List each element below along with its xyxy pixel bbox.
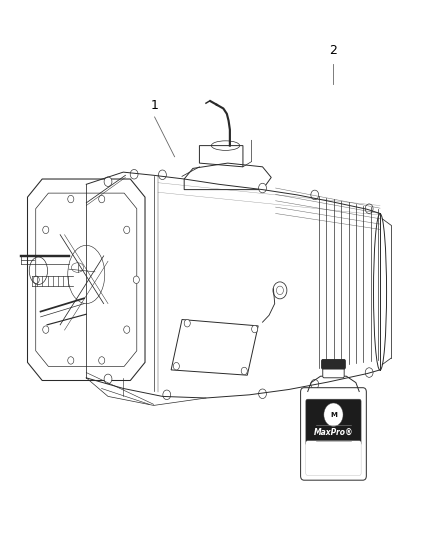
Circle shape [273,282,287,299]
FancyBboxPatch shape [306,441,361,475]
Circle shape [365,204,373,214]
Circle shape [184,319,190,327]
Circle shape [99,196,105,203]
Circle shape [43,326,49,333]
FancyBboxPatch shape [300,387,366,480]
Circle shape [252,325,258,333]
Text: M: M [330,411,337,418]
Circle shape [124,226,130,233]
Circle shape [163,390,171,400]
Circle shape [68,196,74,203]
FancyBboxPatch shape [306,399,361,446]
FancyBboxPatch shape [321,359,345,369]
Text: MaxPro®: MaxPro® [314,429,353,437]
Circle shape [133,276,139,284]
Circle shape [311,379,319,389]
Circle shape [159,170,166,180]
Text: 1: 1 [151,99,159,112]
Circle shape [173,362,180,370]
Circle shape [104,177,112,187]
Circle shape [258,183,266,193]
Circle shape [365,368,373,377]
Circle shape [311,190,319,200]
Circle shape [241,367,247,375]
Circle shape [43,226,49,233]
Circle shape [99,357,105,364]
Circle shape [33,276,39,284]
Text: 2: 2 [329,44,337,57]
Circle shape [258,389,266,399]
FancyBboxPatch shape [323,366,344,378]
Circle shape [130,169,138,179]
Circle shape [124,326,130,333]
Circle shape [68,357,74,364]
Circle shape [104,374,112,384]
Circle shape [324,403,343,426]
